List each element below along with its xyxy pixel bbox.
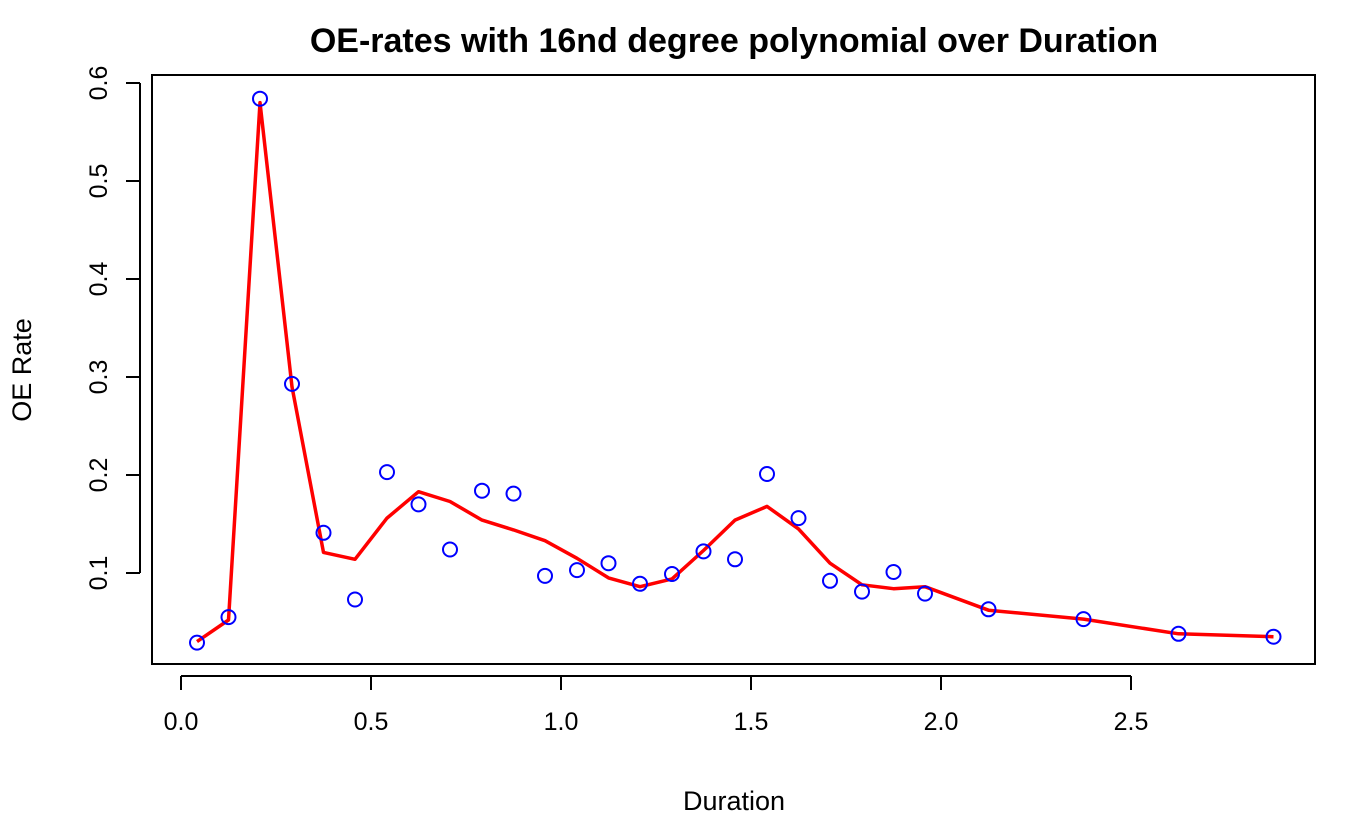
x-axis-label: Duration [683, 786, 785, 816]
data-point [442, 541, 458, 558]
x-tick-label: 1.0 [544, 708, 579, 736]
data-point [600, 555, 617, 572]
y-tick-label: 0.6 [85, 66, 113, 101]
data-point [252, 90, 268, 107]
x-tick-label: 1.5 [734, 708, 769, 736]
data-point [1075, 611, 1092, 628]
data-point [1265, 628, 1282, 645]
y-tick-label: 0.4 [85, 262, 113, 297]
data-point [284, 375, 300, 392]
data-point [315, 524, 332, 541]
chart-title: OE-rates with 16nd degree polynomial ove… [310, 22, 1158, 60]
data-point [632, 575, 648, 592]
data-point [189, 634, 205, 651]
plot-frame [151, 74, 1316, 665]
x-tick-label: 2.5 [1114, 708, 1149, 736]
data-point [822, 572, 838, 589]
data-point [410, 496, 427, 513]
y-axis-label: OE Rate [7, 318, 37, 422]
y-tick-label: 0.3 [85, 360, 113, 395]
x-tick-label: 2.0 [924, 708, 959, 736]
fit-line [196, 100, 1274, 644]
y-axis: 0.1 0.2 0.3 0.4 0.5 0.6 [85, 66, 141, 591]
data-point [569, 562, 585, 579]
data-point [759, 466, 775, 482]
data-point [537, 567, 553, 584]
data-point [379, 464, 395, 481]
y-tick-label: 0.5 [85, 164, 113, 199]
data-point [505, 485, 522, 502]
data-point [980, 601, 997, 618]
y-tick-label: 0.2 [85, 458, 113, 493]
x-tick-label: 0.0 [164, 708, 199, 736]
data-point [220, 609, 237, 626]
data-point [1170, 625, 1187, 642]
y-tick-label: 0.1 [85, 556, 113, 591]
data-points [189, 90, 1282, 651]
data-point [695, 543, 712, 560]
data-point [854, 583, 870, 600]
x-tick-label: 0.5 [354, 708, 389, 736]
data-point [790, 510, 807, 527]
data-point [664, 566, 680, 582]
x-axis: 0.0 0.5 1.0 1.5 2.0 2.5 [164, 675, 1149, 736]
data-point [347, 591, 363, 608]
data-point [474, 482, 490, 499]
data-point [885, 564, 902, 580]
data-point [917, 585, 933, 602]
data-point [727, 551, 743, 568]
